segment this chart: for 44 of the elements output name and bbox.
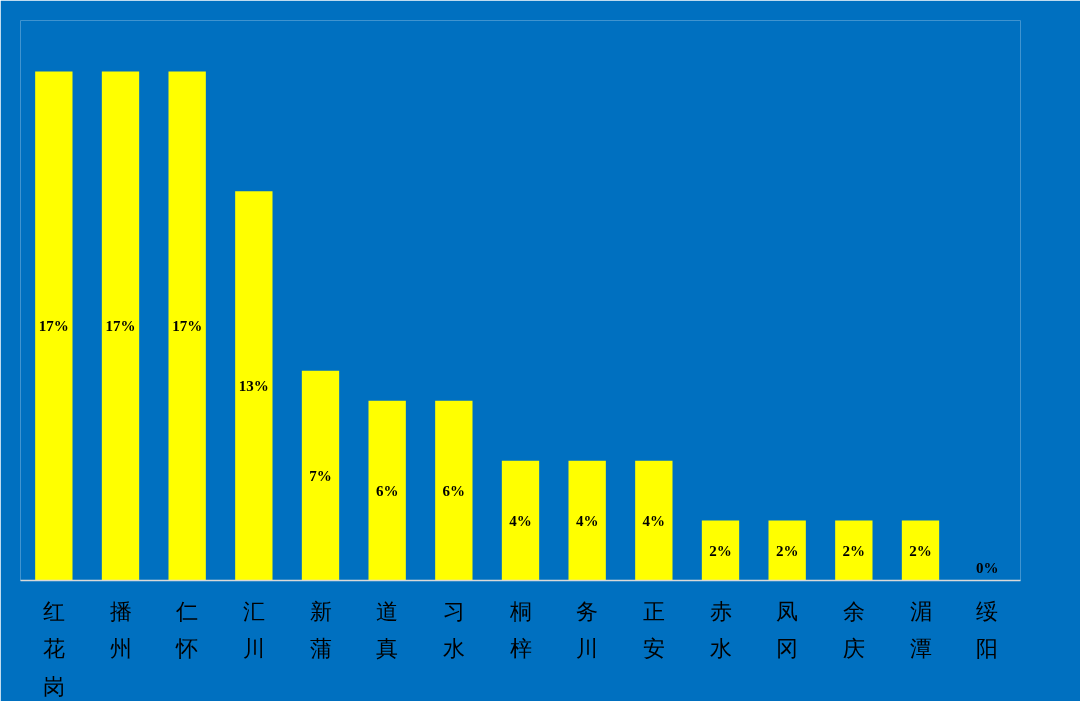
bar	[435, 400, 473, 581]
bar	[101, 71, 140, 581]
bar	[168, 71, 206, 581]
bar	[901, 520, 940, 581]
data-label: 2%	[842, 542, 866, 559]
x-tick-label: 湄潭	[909, 598, 932, 661]
data-label: 2%	[775, 542, 799, 559]
x-tick-label: 仁怀	[175, 598, 199, 661]
data-label: 17%	[38, 317, 69, 334]
data-label: 2%	[909, 542, 932, 559]
x-tick-label: 汇川	[242, 598, 265, 661]
bar	[301, 370, 340, 581]
x-tick-label: 习水	[442, 598, 465, 661]
x-tick-label: 道真	[376, 598, 399, 661]
x-tick-label: 务川	[576, 598, 599, 661]
data-label: 0%	[975, 559, 999, 576]
data-label: 17%	[105, 317, 136, 334]
bar	[568, 460, 606, 581]
data-label: 6%	[375, 482, 399, 499]
bar	[35, 71, 73, 581]
data-label: 4%	[575, 512, 599, 529]
x-tick-label: 播州	[109, 598, 132, 661]
x-tick-label: 绥阳	[976, 598, 999, 661]
bar	[368, 400, 406, 581]
bar	[835, 520, 873, 581]
x-tick-label: 余庆	[842, 598, 865, 661]
bar	[701, 520, 740, 581]
bar	[768, 520, 806, 581]
data-label: 4%	[509, 512, 532, 529]
bar	[235, 191, 273, 581]
x-tick-label: 新蒲	[309, 598, 332, 661]
data-label: 4%	[642, 512, 666, 529]
bar	[635, 460, 673, 581]
x-tick-label: 赤水	[709, 598, 732, 661]
data-label: 7%	[309, 467, 332, 484]
x-tick-label: 桐梓	[508, 598, 532, 661]
x-tick-label: 凤冈	[776, 598, 799, 661]
x-tick-label: 正安	[642, 598, 665, 661]
data-label: 6%	[442, 482, 466, 499]
data-label: 17%	[172, 317, 203, 334]
x-tick-label: 红花岗	[42, 598, 65, 699]
bar	[501, 460, 540, 581]
data-label: 2%	[709, 542, 732, 559]
data-label: 13%	[238, 377, 269, 394]
